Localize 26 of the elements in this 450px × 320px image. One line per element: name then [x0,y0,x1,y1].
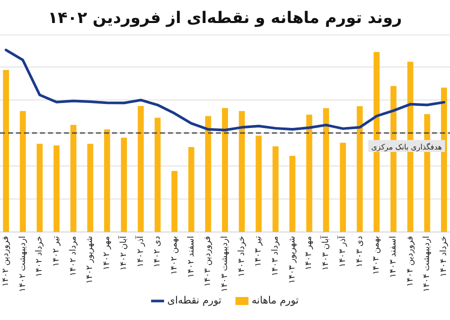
bar [356,106,363,232]
bar [3,70,9,232]
bar [36,144,43,232]
title: روند تورم ماهانه و نقطه‌ای از فروردین ۱۴۰۲ [48,8,402,27]
bar [272,146,279,232]
bar [154,118,161,232]
bar [256,136,262,232]
bar [222,108,228,232]
bar [54,145,60,232]
bar [238,111,245,232]
bar [340,142,346,232]
bar [205,116,212,232]
bar [306,114,312,232]
bar [188,147,194,232]
bar [289,156,296,232]
bar [171,170,178,232]
bar [323,108,330,232]
bar [70,124,76,232]
bar [87,144,94,232]
bar [138,106,144,232]
bar [120,138,127,232]
bar [20,111,26,232]
legend-label: تورم نقطه‌ای [167,296,222,306]
legend-label: تورم ماهانه [252,296,299,306]
bar [104,129,110,232]
bar [441,88,447,232]
